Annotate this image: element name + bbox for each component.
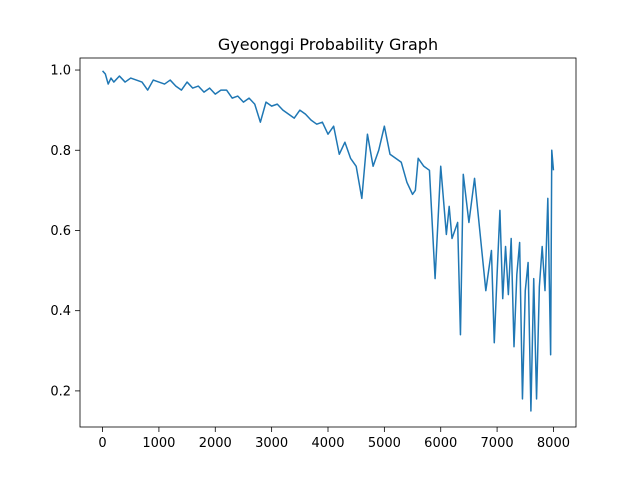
y-tick-label: 1.0: [50, 64, 71, 79]
x-tick-label: 2000: [199, 436, 232, 451]
series-line-0: [101, 70, 555, 412]
x-tick-label: 3000: [255, 436, 288, 451]
axes: 0 1000 2000 3000 4000 5000 6000 7000 8000 0.2 0.4 0…: [50, 57, 577, 451]
x-tick-label: 0: [98, 436, 106, 451]
y-tick-label: 0.2: [50, 384, 71, 399]
x-tick-label: 8000: [537, 436, 570, 451]
y-tick-label: 0.4: [50, 304, 71, 319]
x-tick-label: 6000: [424, 436, 457, 451]
y-tick-label: 0.8: [50, 144, 71, 159]
y-tick-label: 0.6: [50, 224, 71, 239]
x-tick-label: 7000: [481, 436, 514, 451]
x-tick-label: 5000: [368, 436, 401, 451]
x-tick-label: 1000: [142, 436, 175, 451]
chart-title: Gyeonggi Probability Graph: [218, 35, 438, 54]
plot-area: [101, 70, 555, 412]
x-tick-label: 4000: [311, 436, 344, 451]
